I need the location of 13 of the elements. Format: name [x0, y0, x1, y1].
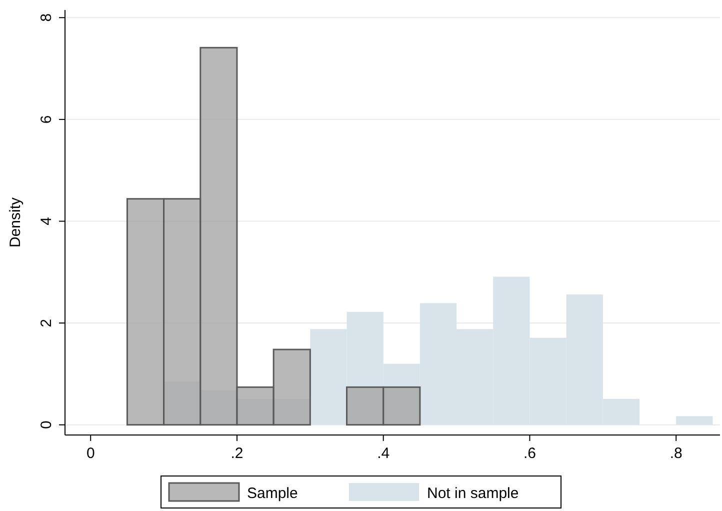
legend-label: Sample [247, 485, 298, 502]
x-tick-label: .2 [230, 445, 244, 462]
y-tick-label: 8 [38, 13, 55, 22]
legend-label: Not in sample [427, 485, 519, 502]
x-tick-label: .4 [377, 445, 390, 462]
x-tick-label: 0 [86, 445, 95, 462]
y-tick-label: 6 [38, 115, 55, 124]
y-tick-label: 0 [38, 420, 55, 429]
y-axis-title: Density [7, 197, 24, 248]
x-tick-label: .8 [670, 445, 682, 462]
y-tick-label: 4 [38, 217, 55, 226]
y-tick-label: 2 [38, 318, 55, 328]
x-tick-label: .6 [523, 445, 536, 462]
